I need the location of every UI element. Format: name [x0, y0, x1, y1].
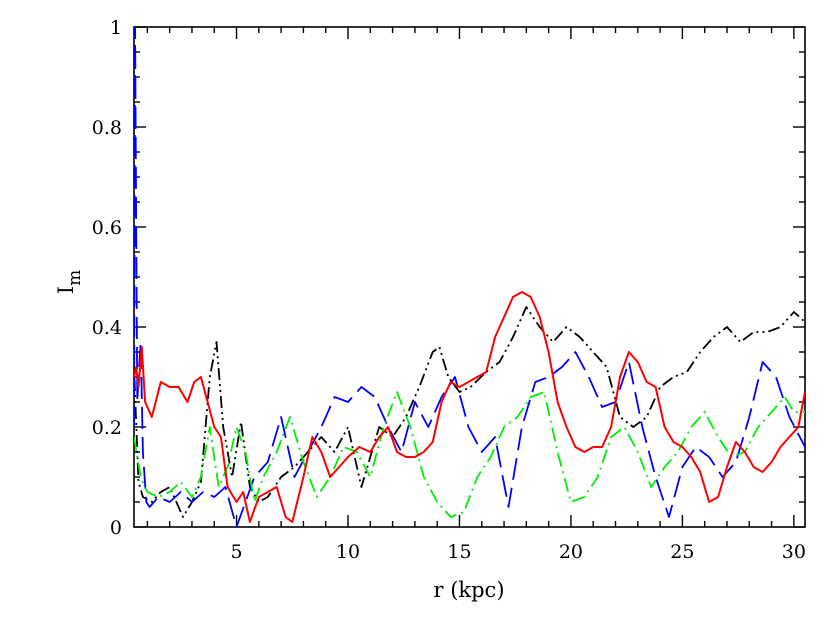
y-tick-label: 0.6 — [92, 217, 122, 239]
x-tick-label: 5 — [230, 541, 242, 563]
y-axis-label-subscript: m — [65, 270, 85, 286]
series-group — [134, 27, 805, 527]
series-line-1 — [134, 306, 805, 518]
x-tick-label: 20 — [559, 541, 583, 563]
y-tick-label: 1 — [110, 17, 122, 39]
y-axis-label: Im — [54, 270, 85, 294]
x-tick-label: 30 — [782, 541, 806, 563]
x-tick-label: 15 — [447, 541, 471, 563]
tick-labels: 5 10 15 20 25 30 0 0.2 0.4 0.6 0.8 1 — [92, 17, 806, 563]
x-tick-label: 25 — [670, 541, 694, 563]
y-tick-label: 0.4 — [92, 317, 122, 339]
svg-text:Im: Im — [54, 270, 85, 294]
y-tick-label: 0 — [110, 517, 122, 539]
y-tick-label: 0.8 — [92, 117, 122, 139]
series-line-2 — [134, 27, 805, 527]
plot-frame — [133, 26, 806, 528]
y-axis-label-main: I — [54, 286, 78, 294]
axis-ticks — [134, 26, 805, 528]
y-tick-label: 0.2 — [92, 417, 122, 439]
series-line-4 — [134, 291, 805, 523]
x-tick-label: 10 — [336, 541, 360, 563]
x-axis-label: r (kpc) — [433, 578, 504, 602]
